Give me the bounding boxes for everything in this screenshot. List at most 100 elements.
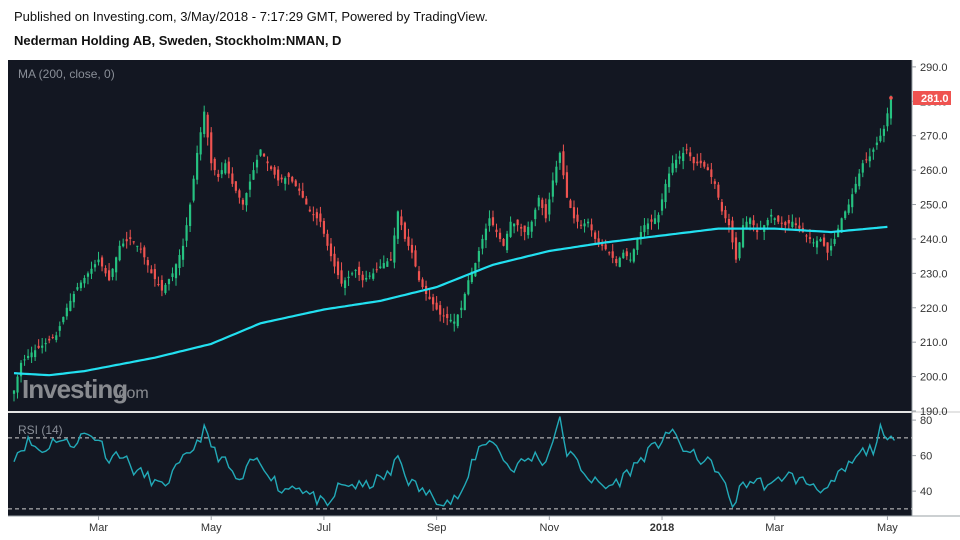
candle-body: [727, 218, 731, 226]
candle-body: [505, 233, 509, 251]
candle-body: [829, 245, 833, 251]
candle-body: [213, 158, 216, 171]
rsi-tick-label: 60: [920, 451, 932, 463]
candle-body: [351, 273, 354, 275]
investing-logo-watermark: Investing .com: [22, 374, 149, 404]
candle-body: [76, 287, 79, 290]
candle-body: [837, 228, 840, 238]
candle-body: [206, 114, 209, 138]
candle-body: [238, 190, 241, 198]
candle-body: [513, 223, 516, 227]
candle-body: [791, 221, 794, 227]
candle-body: [886, 113, 889, 127]
candle-body: [210, 132, 213, 164]
price-tick-label: 210.0: [920, 337, 948, 349]
candle-body: [41, 345, 44, 348]
candle-body: [382, 263, 385, 269]
price-tick-label: 200.0: [920, 372, 948, 384]
candle-body: [160, 279, 164, 291]
candle-body: [340, 270, 343, 284]
candle-body: [502, 238, 505, 246]
candle-body: [150, 269, 153, 274]
candle-body: [361, 274, 364, 281]
candle-body: [734, 237, 738, 260]
candle-body: [69, 300, 72, 311]
candle-body: [537, 197, 540, 207]
candle-body: [23, 359, 26, 361]
candle-body: [139, 248, 142, 250]
candle-body: [685, 149, 688, 151]
candle-body: [386, 261, 389, 267]
candle-body: [143, 247, 146, 258]
candle-body: [245, 193, 248, 206]
candle-body: [174, 264, 178, 279]
ma200-line: [13, 225, 888, 377]
candle-body: [178, 255, 181, 268]
candle-body: [586, 221, 590, 224]
candle-body: [756, 230, 759, 233]
candle-body: [308, 209, 311, 212]
chart-title: Nederman Holding AB, Sweden, Stockholm:N…: [14, 33, 342, 48]
candle-body: [132, 241, 135, 243]
candle-body: [136, 245, 139, 247]
candle-body: [657, 214, 660, 223]
candle-body: [572, 207, 576, 219]
candle-body: [675, 159, 678, 169]
candle-body: [777, 215, 780, 222]
rsi-indicator-label[interactable]: RSI (14): [18, 423, 63, 437]
candle-body: [794, 223, 797, 226]
candle-body: [326, 233, 329, 246]
candle-body: [65, 307, 68, 317]
candle-body: [414, 250, 417, 267]
candle-body: [632, 249, 635, 262]
candle-body: [379, 266, 382, 269]
candle-body: [858, 173, 861, 187]
candle-body: [97, 259, 100, 263]
candle-body: [861, 163, 864, 173]
candle-body: [481, 238, 484, 249]
candle-body: [812, 242, 815, 244]
ma-indicator-label[interactable]: MA (200, close, 0): [18, 67, 115, 81]
candle-body: [678, 156, 681, 159]
candle-body: [220, 170, 223, 175]
time-tick-label: May: [201, 522, 222, 534]
candle-body: [594, 232, 597, 239]
candle-body: [534, 209, 537, 220]
candle-body: [62, 316, 65, 323]
time-tick-label: Mar: [765, 522, 784, 534]
last-price-tag: 281.0: [913, 91, 951, 105]
candle-body: [579, 224, 583, 226]
candle-body: [692, 156, 695, 164]
main-pane-bg: [8, 60, 912, 411]
candle-body: [717, 184, 720, 198]
candle-body: [854, 183, 857, 193]
candle-body: [375, 269, 378, 271]
candle-body: [653, 218, 657, 224]
candle-body: [622, 252, 625, 259]
candle-body: [118, 245, 121, 261]
rsi-pane-bg: [8, 413, 912, 516]
candle-body: [847, 204, 850, 213]
candle-body: [347, 276, 350, 279]
rsi-line: [13, 416, 896, 509]
candle-body: [189, 204, 192, 227]
candle-body: [396, 211, 399, 239]
candle-body: [354, 269, 357, 271]
candle-body: [217, 173, 220, 177]
candle-body: [872, 149, 875, 152]
candle-body: [879, 135, 882, 142]
candle-body: [19, 362, 23, 377]
candle-body: [157, 284, 160, 286]
candle-body: [773, 218, 776, 220]
candle-body: [12, 390, 16, 394]
last-price-label: 281.0: [921, 93, 949, 105]
published-info: Published on Investing.com, 3/May/2018 -…: [14, 9, 488, 24]
candle-body: [319, 213, 322, 222]
candle-body: [329, 243, 333, 257]
candle-body: [551, 180, 554, 197]
candle-body: [432, 297, 435, 305]
candle-body: [417, 271, 421, 281]
candle-body: [421, 279, 424, 288]
candle-body: [889, 97, 893, 119]
